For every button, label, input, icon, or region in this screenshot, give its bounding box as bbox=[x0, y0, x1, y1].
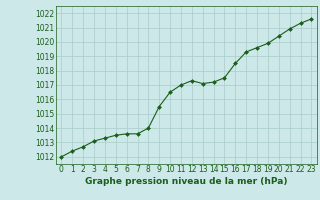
X-axis label: Graphe pression niveau de la mer (hPa): Graphe pression niveau de la mer (hPa) bbox=[85, 177, 288, 186]
